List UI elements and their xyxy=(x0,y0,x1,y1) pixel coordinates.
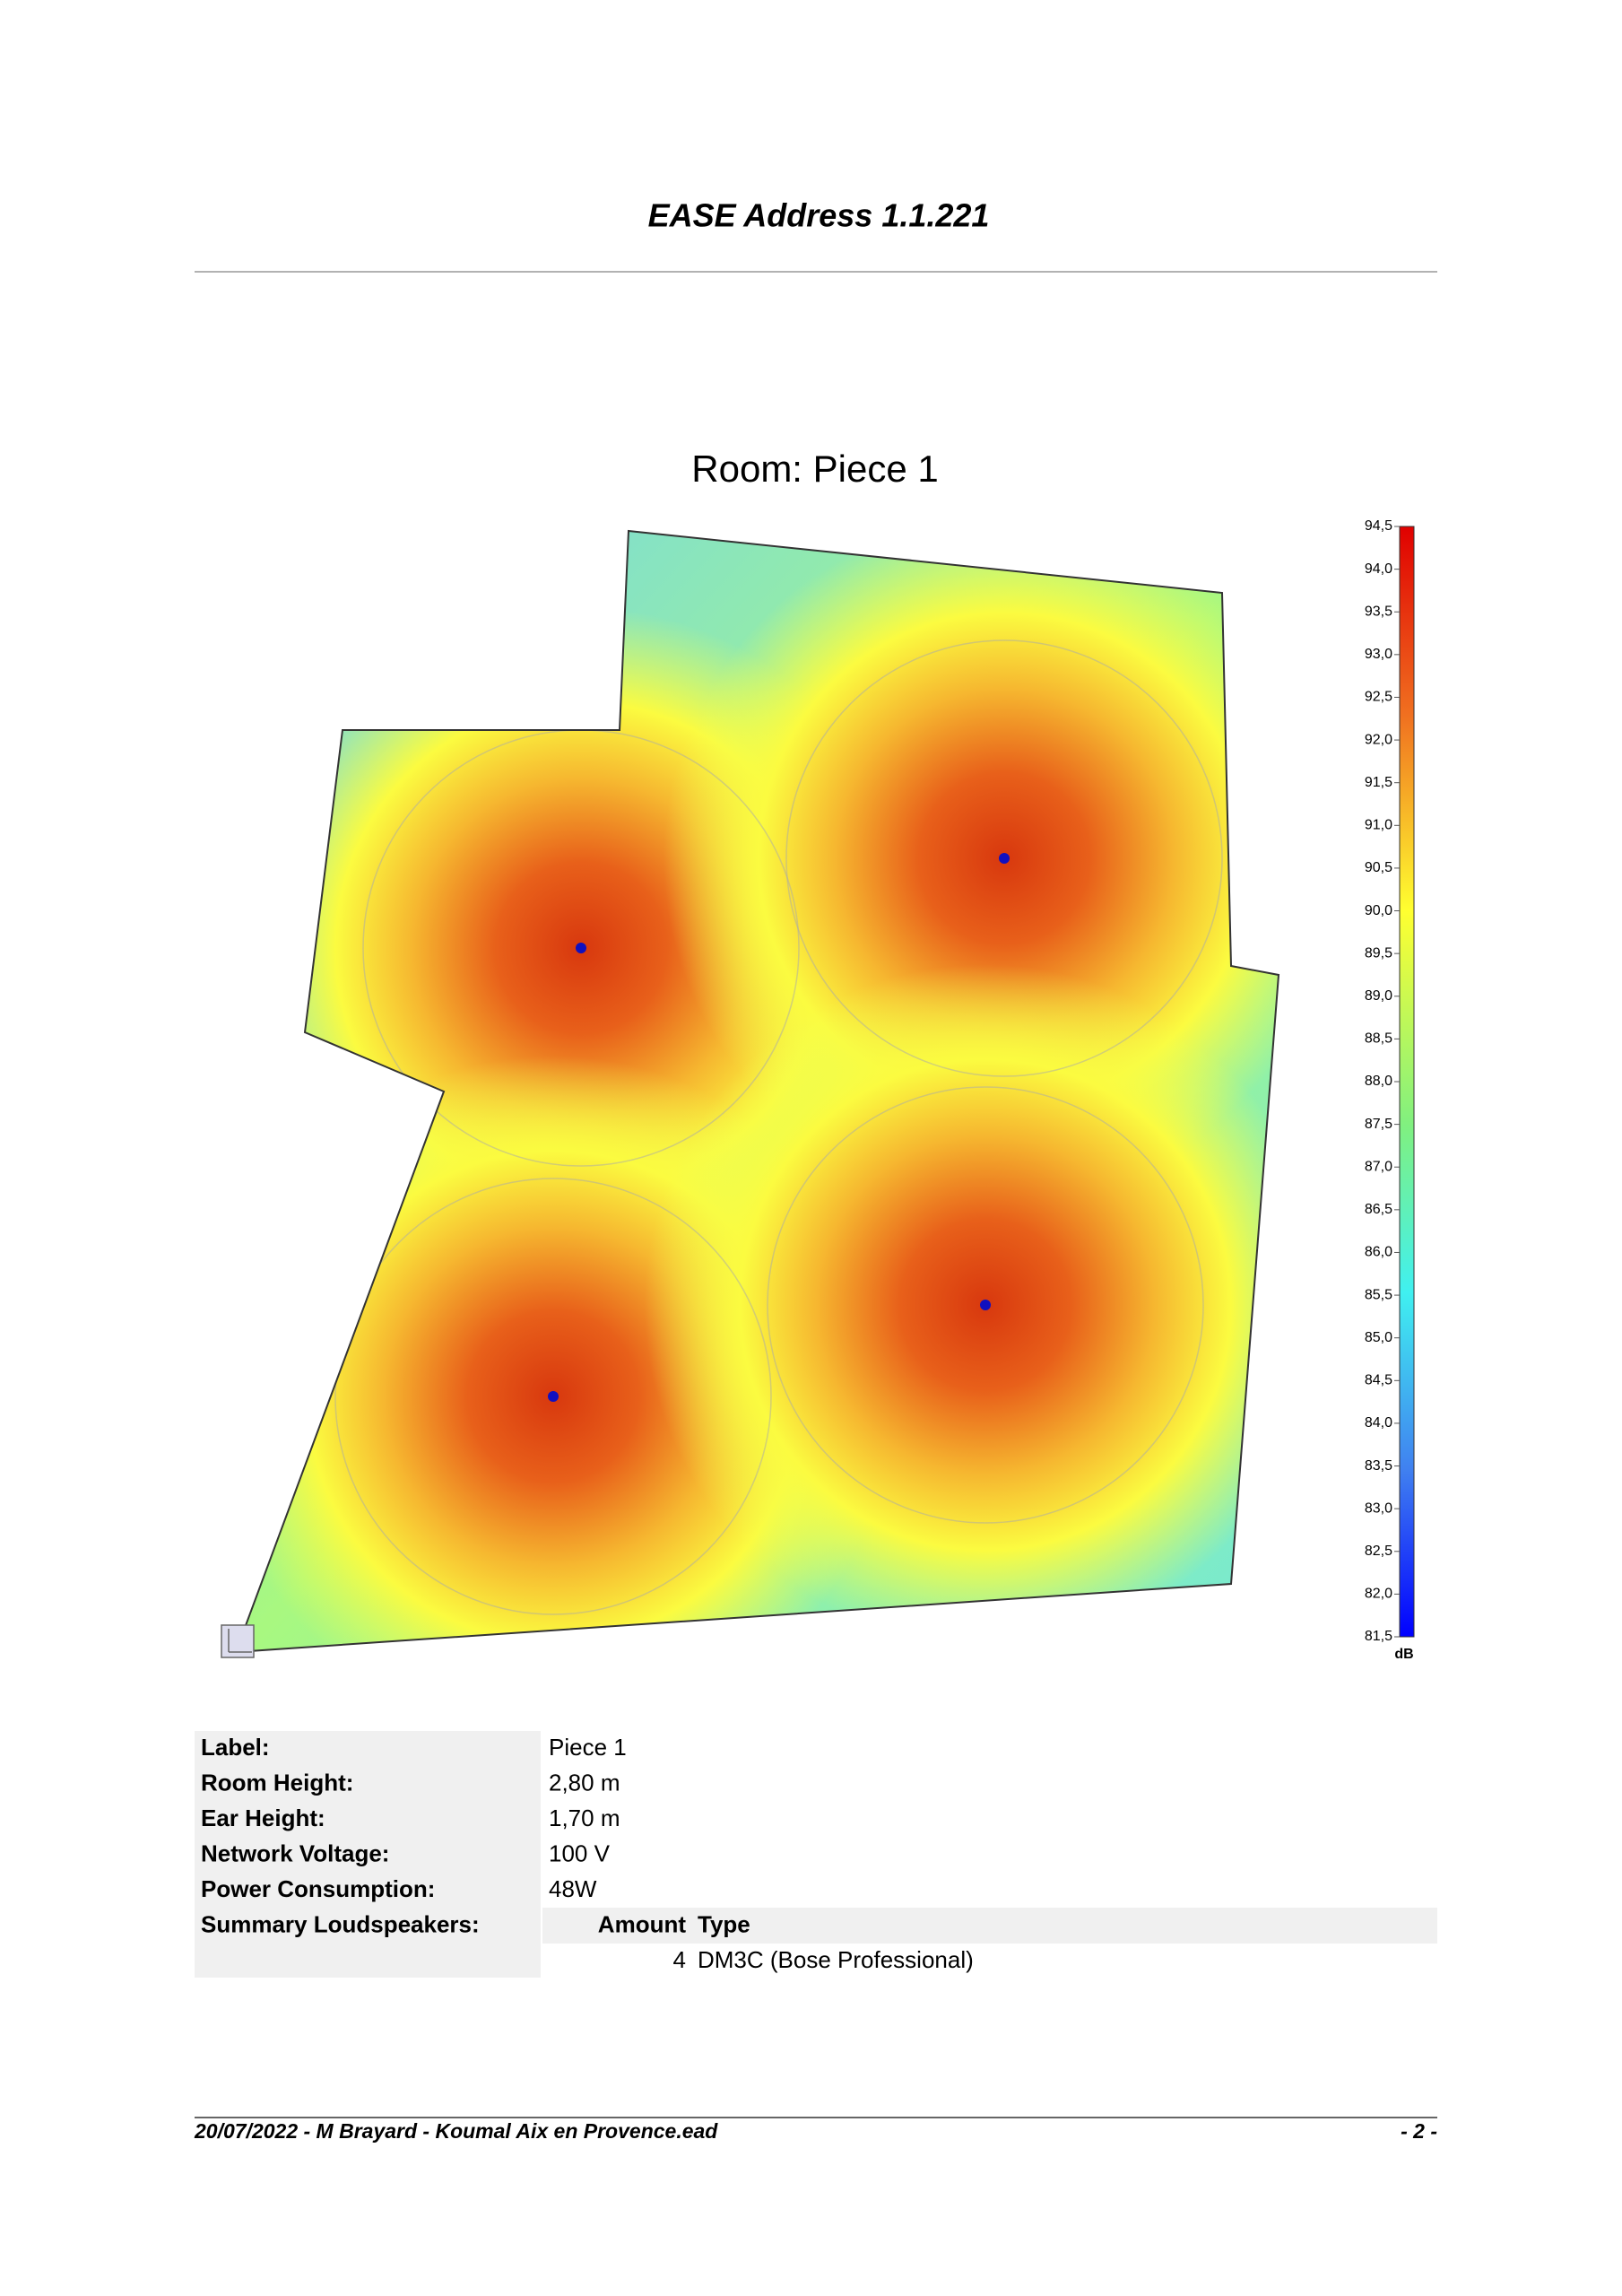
tick-label: 88,5 xyxy=(1365,1031,1392,1047)
speaker-amount: 4 xyxy=(673,1946,686,1973)
tick-label: 84,5 xyxy=(1365,1373,1392,1388)
footer-right: - 2 - xyxy=(1401,2119,1437,2143)
detail-label: Ear Height: xyxy=(201,1805,325,1831)
footer-left: 20/07/2022 - M Brayard - Koumal Aix en P… xyxy=(194,2119,718,2143)
tick-label: 87,0 xyxy=(1365,1159,1392,1174)
tick-label: 86,5 xyxy=(1365,1202,1392,1217)
tick-label: 89,5 xyxy=(1365,945,1392,961)
column-header: Type xyxy=(698,1910,750,1937)
color-bar xyxy=(1399,526,1415,1638)
tick-label: 90,0 xyxy=(1365,903,1392,918)
tick-label: 92,5 xyxy=(1365,690,1392,705)
tick-label: 91,5 xyxy=(1365,775,1392,790)
detail-label: Summary Loudspeakers: xyxy=(201,1910,480,1937)
speaker-header xyxy=(542,1908,1437,1944)
tick-label: 92,0 xyxy=(1365,732,1392,747)
axis-icon xyxy=(221,1624,255,1658)
detail-label: Network Voltage: xyxy=(201,1839,389,1866)
tick-label: 90,5 xyxy=(1365,860,1392,875)
header-title: EASE Address 1.1.221 xyxy=(648,197,990,234)
coverage-ring xyxy=(334,1178,772,1615)
tick-label: 81,5 xyxy=(1365,1629,1392,1644)
speaker xyxy=(576,943,586,953)
tick-label: 84,0 xyxy=(1365,1415,1392,1431)
room-title: Room: Piece 1 xyxy=(691,448,938,490)
detail-label: Label: xyxy=(201,1734,270,1761)
tick-label: 85,5 xyxy=(1365,1287,1392,1302)
tick-label: 94,5 xyxy=(1365,518,1392,534)
detail-value: 100 V xyxy=(549,1839,611,1866)
color-bar-unit: dB xyxy=(1394,1647,1413,1662)
tick-label: 94,0 xyxy=(1365,561,1392,577)
column-header: Amount xyxy=(598,1910,687,1937)
tick-label: 93,0 xyxy=(1365,647,1392,662)
detail-label: Room Height: xyxy=(201,1769,353,1796)
tick-label: 88,0 xyxy=(1365,1074,1392,1089)
tick-label: 85,0 xyxy=(1365,1330,1392,1345)
coverage-ring xyxy=(767,1086,1204,1524)
speaker xyxy=(980,1300,991,1310)
speaker xyxy=(999,853,1010,864)
speaker-type: DM3C (Bose Professional) xyxy=(698,1946,974,1973)
detail-label: Power Consumption: xyxy=(201,1875,435,1902)
tick-label: 82,5 xyxy=(1365,1544,1392,1559)
tick-label: 86,0 xyxy=(1365,1245,1392,1260)
tick-label: 93,5 xyxy=(1365,604,1392,619)
detail-value: 2,80 m xyxy=(549,1769,620,1796)
detail-value: 1,70 m xyxy=(549,1805,620,1831)
detail-value: Piece 1 xyxy=(549,1734,627,1761)
heatmap xyxy=(236,531,1279,1652)
tick-label: 83,5 xyxy=(1365,1458,1392,1474)
tick-label: 82,0 xyxy=(1365,1587,1392,1602)
label-column xyxy=(195,1731,541,1978)
tick-label: 83,0 xyxy=(1365,1500,1392,1516)
coverage-ring xyxy=(785,639,1223,1077)
tick-label: 87,5 xyxy=(1365,1117,1392,1132)
tick-label: 91,0 xyxy=(1365,818,1392,833)
detail-value: 48W xyxy=(549,1875,597,1902)
speaker xyxy=(548,1391,559,1402)
tick-label: 89,0 xyxy=(1365,988,1392,1004)
